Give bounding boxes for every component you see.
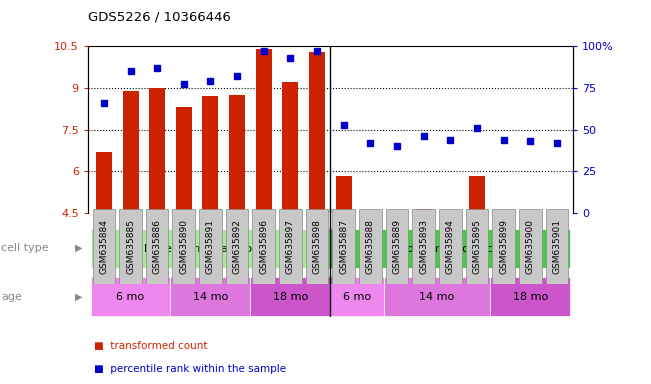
Text: GSM635897: GSM635897 — [286, 219, 295, 274]
Text: GSM635901: GSM635901 — [553, 219, 561, 274]
Text: epididymal adipocyte: epididymal adipocyte — [390, 243, 510, 254]
Bar — [256, 49, 271, 213]
Bar — [442, 210, 458, 213]
Bar — [549, 210, 565, 213]
Bar — [202, 96, 219, 213]
Bar — [330, 229, 570, 268]
Bar — [333, 209, 355, 284]
Bar — [226, 209, 249, 284]
Bar — [199, 209, 222, 284]
Bar — [253, 209, 275, 284]
Text: ■  transformed count: ■ transformed count — [94, 341, 208, 351]
Bar — [385, 209, 408, 284]
Text: 6 mo: 6 mo — [117, 291, 145, 302]
Bar — [336, 175, 352, 213]
Bar — [251, 277, 330, 316]
Bar — [173, 209, 195, 284]
Text: GSM635887: GSM635887 — [339, 219, 348, 274]
Bar — [469, 175, 485, 213]
Text: cell type: cell type — [1, 243, 49, 253]
Bar — [412, 209, 435, 284]
Text: 6 mo: 6 mo — [343, 291, 371, 302]
Text: GSM635892: GSM635892 — [232, 219, 242, 274]
Text: GSM635893: GSM635893 — [419, 219, 428, 274]
Text: ▶: ▶ — [75, 243, 83, 253]
Bar — [92, 209, 115, 284]
Bar — [519, 209, 542, 284]
Bar — [171, 277, 251, 316]
Bar — [465, 209, 488, 284]
Bar — [283, 82, 298, 213]
Text: GSM635885: GSM635885 — [126, 219, 135, 274]
Text: GSM635898: GSM635898 — [312, 219, 322, 274]
Text: GSM635889: GSM635889 — [393, 219, 402, 274]
Text: GSM635884: GSM635884 — [100, 219, 108, 274]
Bar — [490, 277, 570, 316]
Text: GSM635900: GSM635900 — [526, 219, 534, 274]
Text: 18 mo: 18 mo — [512, 291, 548, 302]
Bar — [309, 51, 325, 213]
Text: GSM635895: GSM635895 — [473, 219, 482, 274]
Bar — [492, 209, 515, 284]
Text: ■  percentile rank within the sample: ■ percentile rank within the sample — [94, 364, 286, 374]
Bar — [439, 209, 462, 284]
Bar — [359, 209, 381, 284]
Text: GSM635890: GSM635890 — [179, 219, 188, 274]
Text: age: age — [1, 292, 22, 302]
Text: GDS5226 / 10366446: GDS5226 / 10366446 — [88, 10, 230, 23]
Bar — [229, 95, 245, 213]
Bar — [546, 209, 568, 284]
Text: GSM635886: GSM635886 — [153, 219, 161, 274]
Text: GSM635891: GSM635891 — [206, 219, 215, 274]
Bar — [122, 91, 139, 213]
Bar — [389, 212, 405, 213]
Bar — [90, 277, 171, 316]
Bar — [330, 277, 383, 316]
Bar — [96, 152, 112, 213]
Bar — [149, 88, 165, 213]
Text: ▶: ▶ — [75, 292, 83, 302]
Text: GSM635888: GSM635888 — [366, 219, 375, 274]
Bar — [363, 210, 378, 213]
Text: 18 mo: 18 mo — [273, 291, 308, 302]
Text: 14 mo: 14 mo — [419, 291, 454, 302]
Text: GSM635894: GSM635894 — [446, 219, 455, 274]
Bar — [119, 209, 142, 284]
Text: GSM635896: GSM635896 — [259, 219, 268, 274]
Bar — [306, 209, 328, 284]
Bar — [90, 229, 330, 268]
Bar — [176, 107, 192, 213]
Text: GSM635899: GSM635899 — [499, 219, 508, 274]
Bar — [415, 209, 432, 213]
Bar — [146, 209, 169, 284]
Bar — [495, 210, 512, 213]
Bar — [279, 209, 301, 284]
Bar — [383, 277, 490, 316]
Text: 14 mo: 14 mo — [193, 291, 228, 302]
Bar — [522, 210, 538, 213]
Text: bone marrow adipocyte: bone marrow adipocyte — [145, 243, 277, 254]
